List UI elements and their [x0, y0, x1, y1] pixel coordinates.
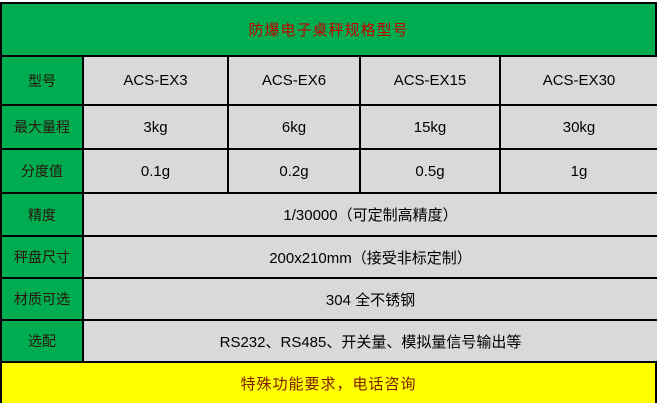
table-row-capacity: 最大量程 3kg 6kg 15kg 30kg — [0, 104, 657, 150]
table-row-division: 分度值 0.1g 0.2g 0.5g 1g — [0, 148, 657, 194]
table-row-pan-size: 秤盘尺寸 200x210mm（接受非标定制） — [0, 235, 657, 279]
cell-model-1: ACS-EX3 — [82, 55, 229, 106]
cell-capacity-2: 6kg — [227, 104, 361, 150]
cell-division-4: 1g — [499, 148, 657, 194]
cell-capacity-1: 3kg — [82, 104, 229, 150]
row-header-model: 型号 — [0, 55, 84, 106]
cell-model-4: ACS-EX30 — [499, 55, 657, 106]
cell-accuracy: 1/30000（可定制高精度） — [82, 192, 657, 237]
row-header-pan-size: 秤盘尺寸 — [0, 235, 84, 279]
table-row-model: 型号 ACS-EX3 ACS-EX6 ACS-EX15 ACS-EX30 — [0, 55, 657, 106]
row-header-capacity: 最大量程 — [0, 104, 84, 150]
row-header-division: 分度值 — [0, 148, 84, 194]
table-row-accuracy: 精度 1/30000（可定制高精度） — [0, 192, 657, 237]
footer-notice: 特殊功能要求，电话咨询 — [0, 363, 657, 403]
cell-material: 304 全不锈钢 — [82, 277, 657, 321]
row-header-material: 材质可选 — [0, 277, 84, 321]
cell-pan-size: 200x210mm（接受非标定制） — [82, 235, 657, 279]
spec-table: 型号 ACS-EX3 ACS-EX6 ACS-EX15 ACS-EX30 最大量… — [0, 55, 657, 363]
cell-model-2: ACS-EX6 — [227, 55, 361, 106]
page-title: 防爆电子桌秤规格型号 — [0, 2, 657, 55]
table-row-material: 材质可选 304 全不锈钢 — [0, 277, 657, 321]
cell-division-3: 0.5g — [359, 148, 501, 194]
cell-options: RS232、RS485、开关量、模拟量信号输出等 — [82, 319, 657, 363]
cell-division-2: 0.2g — [227, 148, 361, 194]
row-header-accuracy: 精度 — [0, 192, 84, 237]
cell-capacity-3: 15kg — [359, 104, 501, 150]
cell-model-3: ACS-EX15 — [359, 55, 501, 106]
cell-capacity-4: 30kg — [499, 104, 657, 150]
table-row-options: 选配 RS232、RS485、开关量、模拟量信号输出等 — [0, 319, 657, 363]
row-header-options: 选配 — [0, 319, 84, 363]
cell-division-1: 0.1g — [82, 148, 229, 194]
